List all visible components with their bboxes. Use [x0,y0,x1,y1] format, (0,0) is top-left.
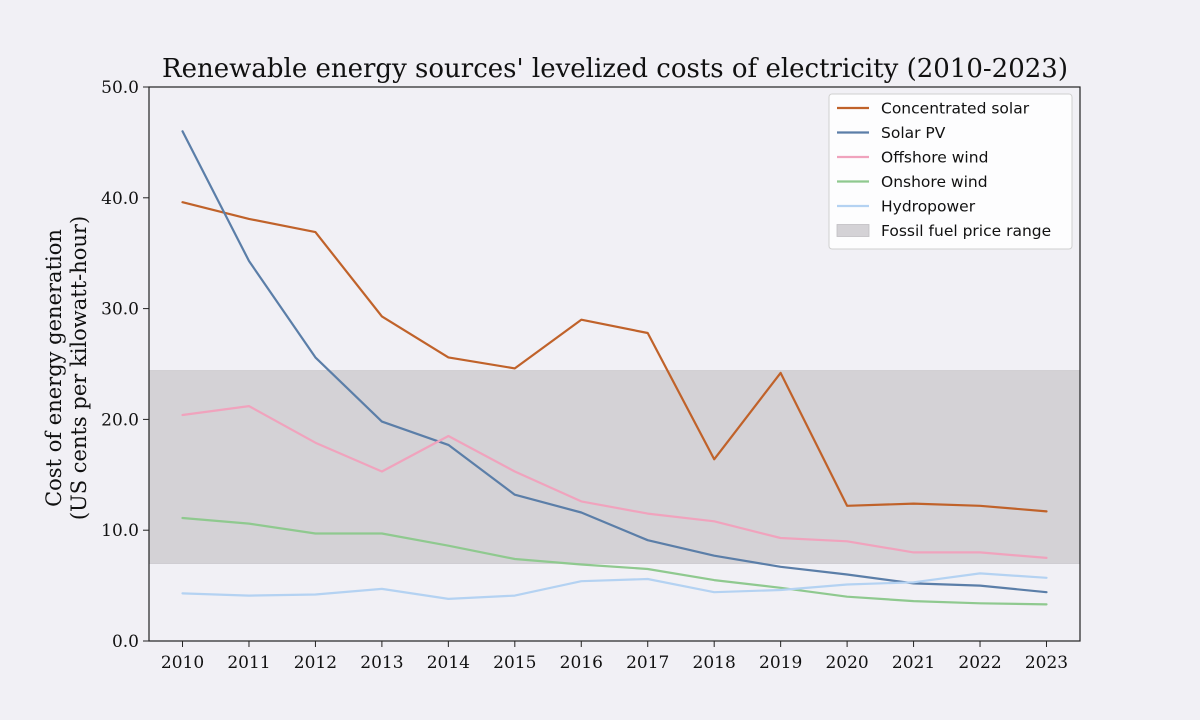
y-axis: 0.0 10.0 20.0 30.0 40.0 50.0 [101,78,149,652]
x-tick-label: 2021 [892,653,935,673]
legend-box [828,93,1073,250]
chart-title: Renewable energy sources' levelized cost… [162,54,1068,84]
x-tick-label: 2023 [1025,653,1068,673]
legend-label: Solar PV [881,124,946,142]
y-axis-label-line1: Cost of energy generation [42,229,66,507]
x-tick-label: 2013 [360,653,403,673]
y-tick-label: 0.0 [112,632,139,652]
legend-label: Offshore wind [881,149,988,167]
x-tick-label: 2016 [560,653,603,673]
legend-label: Onshore wind [881,173,988,191]
x-tick-label: 2015 [493,653,536,673]
y-tick-label: 30.0 [101,300,139,320]
x-tick-label: 2011 [227,653,270,673]
series-line-offshore-wind [181,405,1048,560]
y-axis-label: Cost of energy generation (US cents per … [42,216,91,520]
x-tick-label: 2020 [825,653,868,673]
legend-label: Hydropower [881,198,976,216]
x-tick-label: 2018 [693,653,736,673]
x-tick-label: 2012 [294,653,337,673]
x-tick-label: 2014 [427,653,470,673]
legend: Concentrated solar Solar PV Offshore wind O… [828,93,1073,250]
y-tick-label: 40.0 [101,189,139,209]
y-axis-label-line2: (US cents per kilowatt-hour) [67,216,91,520]
legend-label: Concentrated solar [881,100,1030,118]
x-tick-label: 2019 [759,653,802,673]
x-tick-label: 2022 [958,653,1001,673]
series-line-hydropower [181,572,1048,601]
x-tick-label: 2010 [161,653,204,673]
plot-frame [148,86,1081,642]
fossil-fuel-band [148,370,1081,564]
series-layer [181,130,1048,606]
legend-label: Fossil fuel price range [881,222,1051,240]
series-line-concentrated-solar [181,201,1048,513]
x-tick-label: 2017 [626,653,669,673]
legend-swatch-band [836,224,870,237]
series-line-onshore-wind [181,516,1048,606]
y-tick-label: 10.0 [101,521,139,541]
y-tick-label: 50.0 [101,78,139,98]
x-axis: 2010 2011 2012 2013 2014 2015 2016 2017 2018 2019… [161,641,1068,673]
y-tick-label: 20.0 [101,410,139,430]
